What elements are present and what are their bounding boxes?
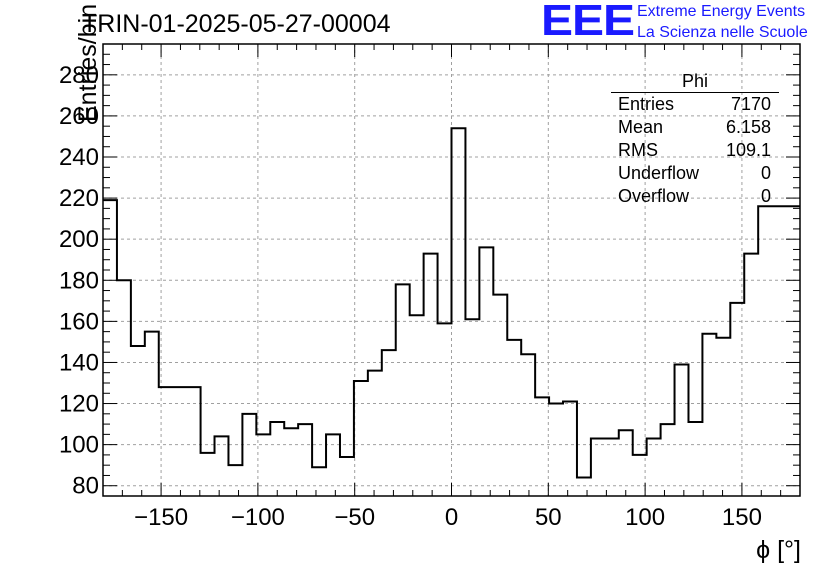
stats-value: 7170 — [730, 94, 771, 114]
logo-line-2: La Scienza nelle Scuole — [637, 24, 808, 41]
stats-label: Entries — [618, 94, 675, 114]
histogram-bin — [605, 438, 619, 496]
histogram-bin — [465, 319, 479, 496]
histogram-bin — [228, 465, 242, 496]
stats-row-rms: RMS 109.1 — [609, 139, 779, 162]
histogram-bin — [215, 436, 229, 496]
histogram-bin — [716, 338, 730, 496]
histogram-bin — [675, 365, 689, 496]
stats-row-underflow: Underflow 0 — [609, 162, 779, 185]
stats-label: Mean — [618, 117, 664, 137]
histogram-bin — [103, 200, 117, 496]
x-tick-label: 0 — [445, 504, 458, 531]
y-tick-label: 120 — [59, 391, 99, 418]
y-tick-label: 100 — [59, 432, 99, 459]
histogram-bin — [619, 430, 633, 496]
stats-label: RMS — [618, 140, 658, 160]
histogram-bin — [688, 422, 702, 496]
histogram-bin — [479, 247, 493, 496]
y-tick-label: 160 — [59, 308, 99, 335]
histogram-bin — [633, 455, 647, 496]
chart-title: TRIN-01-2025-05-27-00004 — [82, 10, 391, 38]
histogram-bin — [730, 303, 744, 496]
histogram-bin — [424, 254, 438, 496]
x-tick-label: −100 — [231, 504, 285, 531]
histogram-bin — [591, 438, 605, 496]
histogram-bin — [772, 206, 786, 496]
histogram-bin — [758, 206, 772, 496]
y-tick-label: 80 — [72, 473, 99, 500]
x-tick-label: 50 — [535, 504, 562, 531]
y-tick-label: 280 — [59, 62, 99, 89]
y-tick-label: 200 — [59, 226, 99, 253]
histogram-bin — [507, 340, 521, 496]
histogram-bin — [535, 397, 549, 496]
histogram-bin — [521, 354, 535, 496]
histogram-bin — [452, 128, 466, 496]
y-tick-label: 260 — [59, 103, 99, 130]
histogram-bin — [201, 453, 215, 496]
histogram-bin — [159, 387, 173, 496]
histogram-bin — [438, 323, 452, 496]
histogram-bin — [368, 371, 382, 496]
tick-labels: −150 −100 −50 0 50 100 150 80 100 120 140 160 180 200… — [59, 62, 762, 531]
histogram-bin — [549, 404, 563, 496]
histogram-bin — [396, 284, 410, 496]
x-tick-label: 100 — [625, 504, 665, 531]
stats-value: 0 — [760, 186, 771, 206]
stats-row-overflow: Overflow 0 — [609, 185, 779, 208]
histogram-bin — [117, 280, 131, 496]
stats-label: Overflow — [618, 186, 690, 206]
histogram-bin — [242, 414, 256, 496]
histogram-bin — [256, 434, 270, 496]
y-tick-label: 220 — [59, 185, 99, 212]
x-tick-label: 150 — [722, 504, 762, 531]
stats-row-mean: Mean 6.158 — [609, 116, 779, 139]
stats-title: Phi — [611, 70, 779, 93]
y-tick-label: 240 — [59, 144, 99, 171]
axis-ticks — [102, 43, 801, 497]
histogram-bin — [173, 387, 187, 496]
histogram-bin — [187, 387, 201, 496]
histogram-bin — [284, 428, 298, 496]
histogram-bin — [744, 254, 758, 496]
histogram-bin — [661, 424, 675, 496]
histogram-bin — [354, 381, 368, 496]
stats-value: 109.1 — [725, 140, 771, 160]
histogram-bin — [145, 332, 159, 496]
y-axis-label: Entries/bin — [74, 4, 102, 122]
histogram-bin — [410, 315, 424, 496]
stats-row-entries: Entries 7170 — [609, 93, 779, 116]
stats-value: 0 — [760, 163, 771, 183]
histogram-bin — [131, 346, 145, 496]
histogram-bin — [577, 478, 591, 496]
histogram-bin — [312, 467, 326, 496]
histogram-outline — [103, 127, 800, 479]
stats-label: Underflow — [618, 163, 700, 183]
stats-value: 6.158 — [725, 117, 771, 137]
histogram-bin — [340, 457, 354, 496]
x-tick-label: −150 — [134, 504, 188, 531]
histogram-bin — [270, 422, 284, 496]
histogram-bin — [382, 350, 396, 496]
histogram-bin — [702, 334, 716, 496]
y-tick-label: 140 — [59, 349, 99, 376]
histogram-bin — [326, 434, 340, 496]
eee-logo: EEE — [541, 0, 635, 46]
y-tick-label: 180 — [59, 267, 99, 294]
stats-box: Phi Entries 7170 Mean 6.158 RMS 109.1 Un… — [609, 70, 779, 208]
histogram-bin — [563, 401, 577, 496]
histogram-bin — [298, 424, 312, 496]
x-tick-label: −50 — [334, 504, 375, 531]
logo-line-1: Extreme Energy Events — [637, 3, 806, 20]
histogram-bin — [647, 438, 661, 496]
x-axis-label: ϕ [°] — [756, 536, 801, 564]
histogram-bin — [493, 295, 507, 496]
